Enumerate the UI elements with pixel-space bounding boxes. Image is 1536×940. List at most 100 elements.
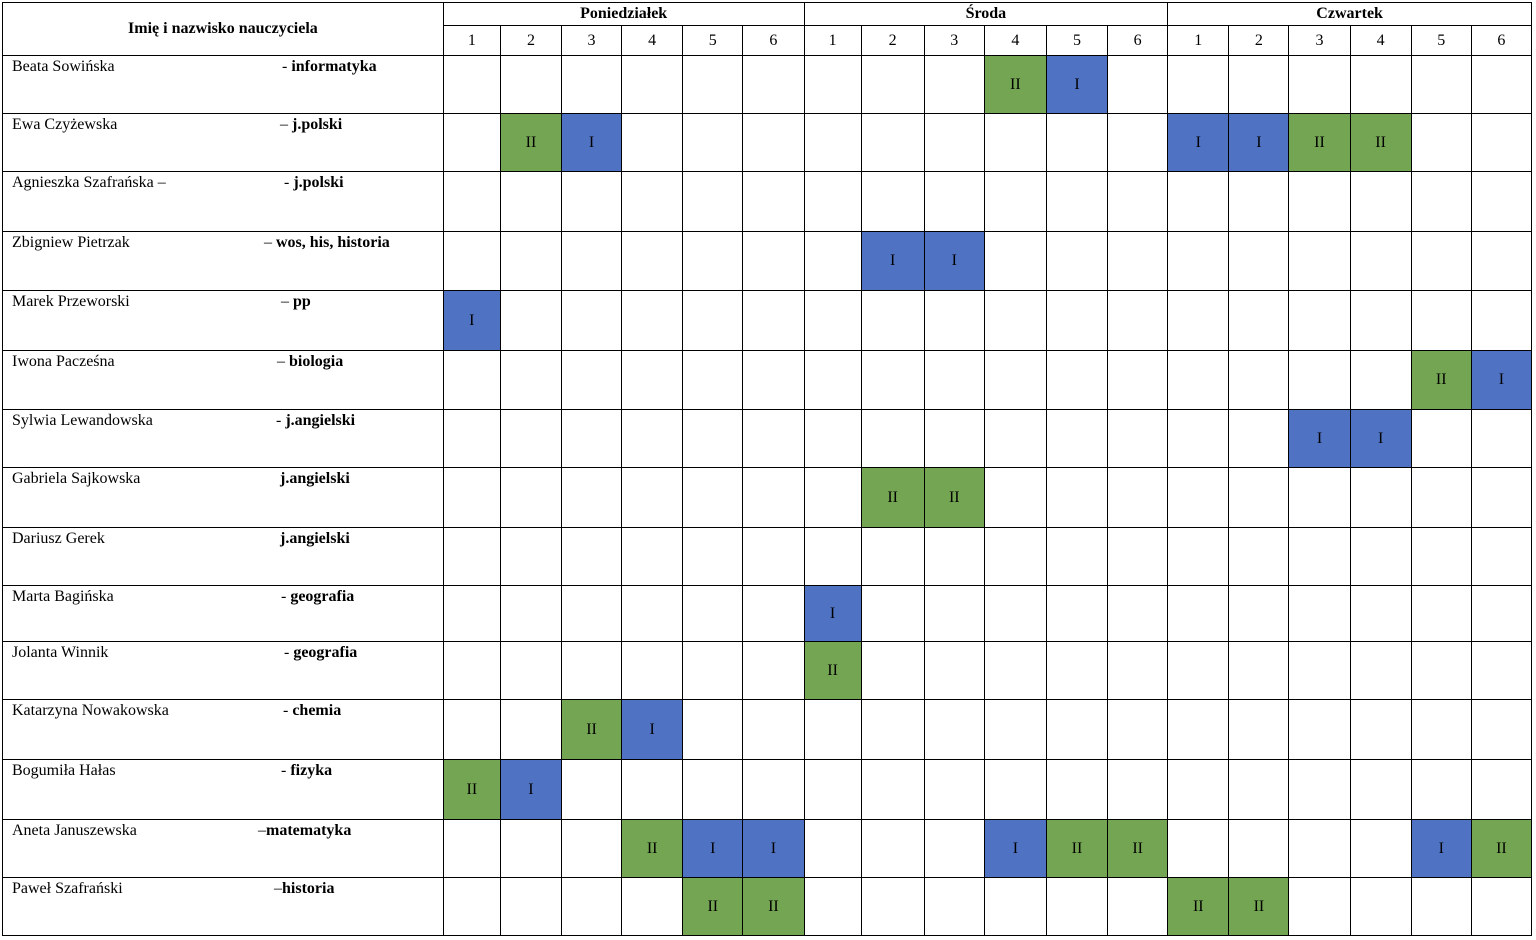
subject-name: geografia xyxy=(290,588,355,605)
teacher-subject: j.angielski xyxy=(280,530,350,548)
subject-name: j.angielski xyxy=(285,412,356,429)
empty-cell xyxy=(1107,350,1169,410)
empty-cell xyxy=(1410,467,1472,528)
teacher-cell: Agnieszka Szafrańska – - j.polski xyxy=(2,171,444,232)
empty-cell xyxy=(1349,231,1412,291)
empty-cell xyxy=(923,113,985,172)
empty-cell xyxy=(1410,290,1472,351)
lesson-cell-group-I: I xyxy=(803,585,862,642)
empty-cell xyxy=(1167,699,1230,760)
empty-cell xyxy=(1107,55,1169,114)
empty-cell xyxy=(1107,467,1169,528)
teacher-row: Beata Sowińska - informatyka II I xyxy=(2,55,1533,114)
empty-cell xyxy=(499,877,563,936)
empty-cell xyxy=(1167,350,1230,410)
empty-cell xyxy=(499,699,563,760)
empty-cell xyxy=(1167,527,1230,586)
period-header-mon-6: 6 xyxy=(742,25,805,56)
empty-cell xyxy=(923,585,985,642)
empty-cell xyxy=(560,819,623,878)
teacher-row: Gabriela Sajkowska j.angielski II II xyxy=(2,467,1533,528)
empty-cell xyxy=(1288,641,1351,700)
empty-cell xyxy=(1288,759,1351,820)
lesson-cell-group-II: II xyxy=(560,699,623,760)
teacher-subject: – biologia xyxy=(277,353,343,371)
lesson-cell-group-II: II xyxy=(860,467,925,528)
empty-cell xyxy=(1107,877,1169,936)
empty-cell xyxy=(1288,290,1351,351)
empty-cell xyxy=(1288,819,1351,878)
subject-separator: - xyxy=(283,702,293,719)
empty-cell xyxy=(742,231,805,291)
teacher-cell: Marek Przeworski – pp xyxy=(2,290,444,351)
subject-name: j.polski xyxy=(293,174,344,191)
empty-cell xyxy=(499,290,563,351)
subject-separator: – xyxy=(258,822,266,839)
empty-cell xyxy=(560,55,623,114)
empty-cell xyxy=(1228,55,1290,114)
lesson-cell-group-I: I xyxy=(442,290,501,351)
teacher-name: Aneta Januszewska xyxy=(12,822,137,839)
teacher-cell: Zbigniew Pietrzak – wos, his, historia xyxy=(2,231,444,291)
empty-cell xyxy=(923,527,985,586)
lesson-cell-group-II: II xyxy=(1288,113,1351,172)
empty-cell xyxy=(1107,527,1169,586)
empty-cell xyxy=(682,467,744,528)
empty-cell xyxy=(499,171,563,232)
empty-cell xyxy=(1228,171,1290,232)
empty-cell xyxy=(442,699,501,760)
lesson-cell-group-I: I xyxy=(1349,409,1412,468)
teacher-cell: Katarzyna Nowakowska - chemia xyxy=(2,699,444,760)
period-header-thu-3: 3 xyxy=(1288,25,1351,56)
empty-cell xyxy=(1167,290,1230,351)
empty-cell xyxy=(1107,231,1169,291)
empty-cell xyxy=(682,55,744,114)
teacher-name: Agnieszka Szafrańska – xyxy=(12,174,166,191)
day-header-wednesday: Środa xyxy=(803,2,1169,26)
subject-separator: - xyxy=(282,58,292,75)
teacher-row: Iwona Pacześna – biologia II I xyxy=(2,350,1533,410)
empty-cell xyxy=(682,699,744,760)
teacher-subject: - informatyka xyxy=(282,58,377,76)
empty-cell xyxy=(1045,759,1109,820)
empty-cell xyxy=(1045,113,1109,172)
empty-cell xyxy=(499,350,563,410)
empty-cell xyxy=(682,113,744,172)
empty-cell xyxy=(1228,759,1290,820)
subject-name: geografia xyxy=(293,644,358,661)
subject-separator: - xyxy=(284,644,294,661)
empty-cell xyxy=(923,699,985,760)
period-header-thu-2: 2 xyxy=(1228,25,1290,56)
teacher-cell: Jolanta Winnik - geografia xyxy=(2,641,444,700)
empty-cell xyxy=(860,55,925,114)
empty-cell xyxy=(1228,409,1290,468)
empty-cell xyxy=(742,585,805,642)
empty-cell xyxy=(621,113,684,172)
teacher-name-column-header: Imię i nazwisko nauczyciela xyxy=(2,2,444,56)
empty-cell xyxy=(923,350,985,410)
period-header-mon-2: 2 xyxy=(499,25,563,56)
empty-cell xyxy=(860,641,925,700)
empty-cell xyxy=(1107,171,1169,232)
empty-cell xyxy=(1107,113,1169,172)
lesson-cell-group-I: I xyxy=(1167,113,1230,172)
empty-cell xyxy=(1045,641,1109,700)
lesson-cell-group-II: II xyxy=(983,55,1047,114)
empty-cell xyxy=(560,759,623,820)
subject-name: pp xyxy=(293,293,311,310)
empty-cell xyxy=(803,877,862,936)
empty-cell xyxy=(1349,527,1412,586)
empty-cell xyxy=(1410,527,1472,586)
teacher-name: Paweł Szafrański xyxy=(12,880,123,897)
empty-cell xyxy=(560,350,623,410)
empty-cell xyxy=(442,409,501,468)
teacher-row: Sylwia Lewandowska - j.angielski I I xyxy=(2,409,1533,468)
teacher-subject: - geografia xyxy=(281,588,354,606)
empty-cell xyxy=(1045,877,1109,936)
empty-cell xyxy=(1228,350,1290,410)
empty-cell xyxy=(682,171,744,232)
empty-cell xyxy=(803,527,862,586)
teacher-name: Marta Bagińska xyxy=(12,588,114,605)
teacher-name: Dariusz Gerek xyxy=(12,530,105,547)
teacher-name: Jolanta Winnik xyxy=(12,644,109,661)
